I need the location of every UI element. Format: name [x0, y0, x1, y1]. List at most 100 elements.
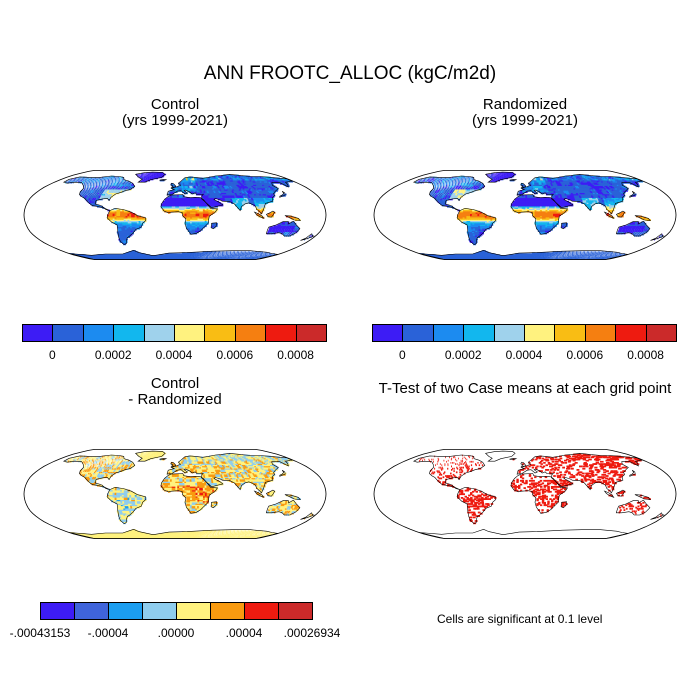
colorbar-swatch: [40, 602, 75, 620]
coastline-uk: [520, 461, 527, 467]
colorbar-randomized: 0 0.0002 0.0004 0.0006 0.0008: [372, 324, 677, 364]
coastline-uk: [170, 461, 177, 467]
coastline-newguinea: [634, 494, 652, 500]
colorbar-swatch: [244, 602, 279, 620]
coastline-namerica: [413, 175, 486, 211]
colorbar-swatch: [463, 324, 495, 342]
coastline-borneo: [615, 210, 626, 218]
colorbar-tick-label: .00004: [225, 626, 263, 640]
coastline-madagascar: [560, 501, 567, 509]
map-border: [373, 170, 677, 260]
coastline-japan: [629, 190, 636, 198]
colorbar-swatch: [22, 324, 54, 342]
coastline-uk: [170, 182, 177, 188]
coastline-africa: [510, 194, 569, 235]
coastline-namerica: [63, 175, 136, 211]
colorbar-swatch: [82, 324, 115, 342]
colorbar-swatch: [645, 324, 677, 342]
coastline-nz: [300, 233, 315, 241]
coastline-borneo: [265, 489, 276, 497]
coastline-sumatra: [603, 490, 615, 498]
colorbar-swatch: [52, 324, 84, 342]
coastline-greenland: [484, 171, 516, 183]
panel-title-randomized: Randomized (yrs 1999-2021): [405, 97, 645, 129]
figure-title: ANN FROOTC_ALLOC (kgC/m2d): [203, 63, 497, 84]
coastline-samerica: [456, 208, 497, 246]
coastline-nz: [300, 512, 315, 520]
significance-note: Cells are significant at 0.1 level: [437, 612, 603, 626]
panel-title-control: Control (yrs 1999-2021): [55, 97, 295, 129]
colorbar-swatch: [74, 602, 109, 620]
colorbar-swatch: [143, 324, 175, 342]
map-cells: [419, 453, 662, 525]
coastline-sumatra: [603, 211, 615, 219]
colorbar-swatch: [108, 602, 143, 620]
map-border: [23, 449, 327, 539]
colorbar-difference: -.00043153 -.00004 .00000 .00004 .00026934: [10, 602, 340, 642]
coastline-australia: [615, 499, 651, 516]
colorbar-swatch: [524, 324, 556, 342]
coastline-samerica: [106, 487, 147, 525]
coastline-japan: [279, 190, 286, 198]
colorbar-tick-label: 0.0006: [566, 348, 604, 362]
colorbar-tick-label: 0.0006: [216, 348, 254, 362]
colorbar-swatch: [234, 324, 267, 342]
colorbar-swatch: [615, 324, 647, 342]
colorbar-tick-label: 0: [399, 348, 406, 362]
colorbar-swatch: [204, 324, 236, 342]
coastline-uk: [520, 182, 527, 188]
colorbar-swatch: [554, 324, 586, 342]
map-border: [373, 449, 677, 539]
panel-title-line2: - Randomized: [128, 391, 222, 408]
panel-title-line1: T-Test of two Case means at each grid po…: [378, 380, 672, 397]
coastline-africa: [160, 473, 219, 514]
coastline-iceland: [159, 457, 168, 461]
coastline-namerica: [413, 454, 486, 490]
panel-title-line1: Control: [150, 375, 200, 392]
coastline-sumatra: [253, 211, 265, 219]
colorbar-swatch: [210, 602, 245, 620]
coastline-nz: [650, 233, 665, 241]
coastline-namerica: [63, 454, 136, 490]
coastline-greenland: [134, 450, 166, 462]
colorbar-swatch: [265, 324, 297, 342]
colorbar-tick-label: 0: [49, 348, 56, 362]
coastline-nz: [650, 512, 665, 520]
panel-title-line2: (yrs 1999-2021): [122, 112, 228, 129]
panel-title-difference: Control - Randomized: [55, 376, 295, 408]
coastline-australia: [265, 499, 301, 516]
coastline-eurasia: [166, 173, 293, 215]
coastline-antarctica: [419, 528, 629, 539]
colorbar-swatch: [174, 324, 206, 342]
colorbar-swatch: [295, 324, 327, 342]
coastline-madagascar: [210, 222, 217, 230]
coastline-iceland: [159, 178, 168, 182]
colorbar-tick-label: 0.0002: [444, 348, 482, 362]
coastline-samerica: [106, 208, 147, 246]
coastline-madagascar: [560, 222, 567, 230]
coastline-africa: [160, 194, 219, 235]
colorbar-swatch: [432, 324, 465, 342]
colorbar-tick-label: 0.0008: [277, 348, 314, 362]
coastline-eurasia: [516, 173, 643, 215]
panel-title-line2: (yrs 1999-2021): [472, 112, 578, 129]
colorbar-swatch: [372, 324, 404, 342]
map-border: [23, 170, 327, 260]
coastline-iceland: [509, 457, 518, 461]
coastline-japan: [629, 469, 636, 477]
coastline-australia: [615, 220, 651, 237]
coastline-australia: [265, 220, 301, 237]
coastline-madagascar: [210, 501, 217, 509]
colorbar-swatch: [584, 324, 617, 342]
coastline-eurasia: [516, 452, 643, 494]
panel-title-ttest: T-Test of two Case means at each grid po…: [345, 381, 700, 397]
coastline-greenland: [484, 450, 516, 462]
panel-title-line1: Control: [150, 96, 200, 113]
coastline-newguinea: [284, 215, 302, 221]
coastline-eurasia: [166, 452, 293, 494]
colorbar-tick-label: 0.0004: [505, 348, 543, 362]
